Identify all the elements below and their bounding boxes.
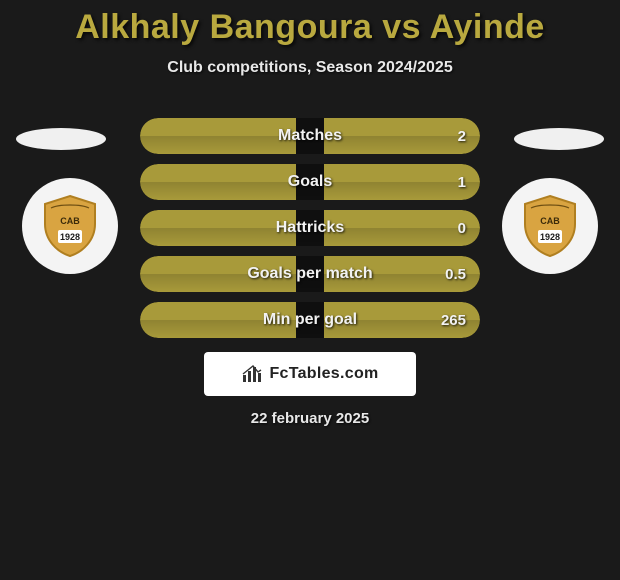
svg-text:CAB: CAB — [540, 216, 560, 226]
stat-bar: Min per goal265 — [140, 302, 480, 338]
left-club-badge: 1928 CAB — [22, 178, 118, 274]
shield-icon: 1928 CAB — [521, 194, 579, 258]
right-club-badge: 1928 CAB — [502, 178, 598, 274]
comparison-card: Alkhaly Bangoura vs Ayinde Club competit… — [0, 0, 620, 580]
bar-value-right: 265 — [441, 302, 466, 338]
bar-label: Hattricks — [140, 210, 480, 246]
svg-text:CAB: CAB — [60, 216, 80, 226]
left-oval-decor — [16, 128, 106, 150]
date-text: 22 february 2025 — [0, 410, 620, 427]
bar-label: Matches — [140, 118, 480, 154]
stat-bar: Goals per match0.5 — [140, 256, 480, 292]
stat-bars: Matches2Goals1Hattricks0Goals per match0… — [140, 118, 480, 348]
bar-label: Goals — [140, 164, 480, 200]
bar-value-right: 1 — [458, 164, 466, 200]
right-oval-decor — [514, 128, 604, 150]
page-subtitle: Club competitions, Season 2024/2025 — [0, 59, 620, 77]
page-title: Alkhaly Bangoura vs Ayinde — [0, 0, 620, 47]
stat-bar: Matches2 — [140, 118, 480, 154]
bar-label: Goals per match — [140, 256, 480, 292]
bar-chart-icon — [241, 364, 263, 384]
bar-value-right: 0.5 — [445, 256, 466, 292]
badge-year: 1928 — [60, 232, 80, 242]
bar-label: Min per goal — [140, 302, 480, 338]
shield-icon: 1928 CAB — [41, 194, 99, 258]
badge-year: 1928 — [540, 232, 560, 242]
bar-value-right: 0 — [458, 210, 466, 246]
stat-bar: Goals1 — [140, 164, 480, 200]
brand-box: FcTables.com — [204, 352, 416, 396]
bar-value-right: 2 — [458, 118, 466, 154]
stat-bar: Hattricks0 — [140, 210, 480, 246]
brand-text: FcTables.com — [269, 365, 378, 383]
